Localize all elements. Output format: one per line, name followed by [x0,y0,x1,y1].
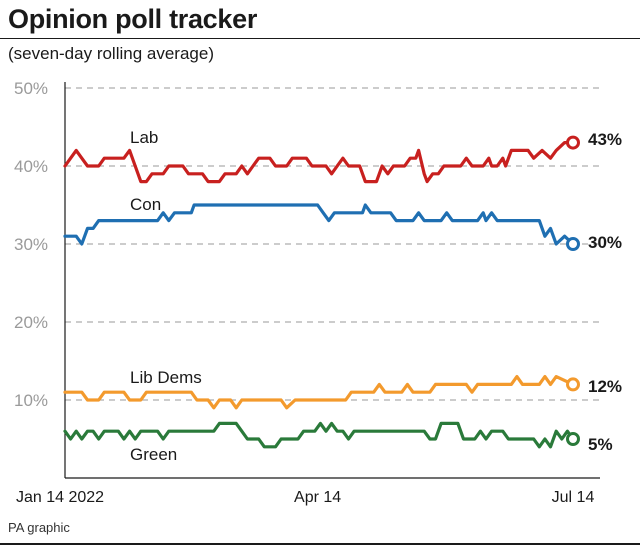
series-value-lib-dems: 12% [588,377,622,396]
series-endpoint-con [566,237,580,251]
y-tick-label: 20% [14,313,48,332]
y-tick-label: 40% [14,157,48,176]
series-line-green [63,421,575,449]
x-tick-label: Jul 14 [552,489,595,506]
chart-subtitle: (seven-day rolling average) [8,44,214,63]
series-value-green: 5% [588,435,613,454]
y-tick-label: 10% [14,391,48,410]
title-divider [0,38,640,39]
series-label-lib-dems: Lib Dems [130,368,202,387]
bottom-divider [0,543,640,545]
chart-title: Opinion poll tracker [8,4,258,34]
x-tick-label: Jan 14 2022 [16,489,104,506]
x-tick-label: Apr 14 [294,489,341,506]
series-value-con: 30% [588,233,622,252]
series-value-lab: 43% [588,130,622,149]
y-tick-label: 50% [14,79,48,98]
series-line-con [63,203,575,246]
series-line-lab [63,141,575,184]
series-label-green: Green [130,445,177,464]
series-endpoint-lab [566,135,580,150]
series-label-con: Con [130,195,161,214]
y-tick-label: 30% [14,235,48,254]
series-line-lib-dems [63,375,575,410]
series-label-lab: Lab [130,128,158,147]
source-credit: PA graphic [8,520,70,535]
series-endpoint-green [566,432,580,446]
series-endpoint-lib-dems [566,377,580,392]
